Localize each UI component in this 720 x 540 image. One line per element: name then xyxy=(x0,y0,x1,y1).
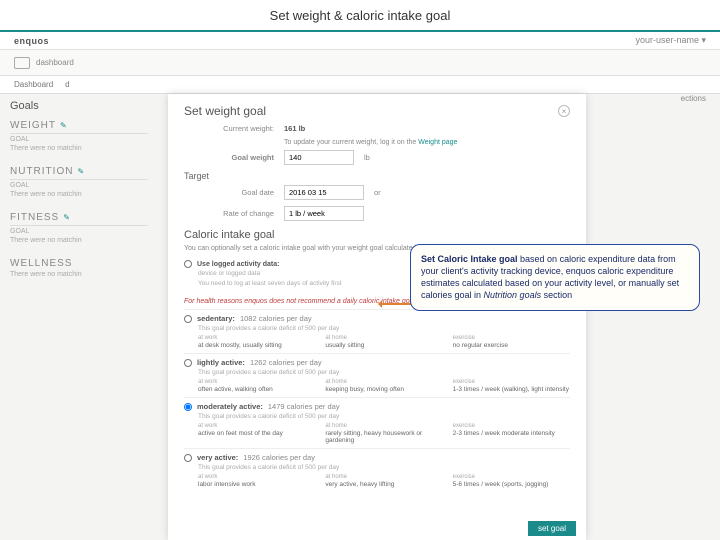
caloric-heading: Caloric intake goal xyxy=(184,229,570,241)
close-icon[interactable]: × xyxy=(558,105,570,117)
sidebar-item-fitness[interactable]: FITNESS✎ GOAL There were no matchin xyxy=(10,212,148,244)
option-moderately-active[interactable]: moderately active:1479 calories per day … xyxy=(184,397,570,448)
edit-icon[interactable]: ✎ xyxy=(60,121,68,130)
tab-other[interactable]: d xyxy=(65,80,69,89)
use-logged-radio[interactable] xyxy=(184,260,192,268)
set-weight-goal-modal: Set weight goal × Current weight: 161 lb… xyxy=(168,94,586,540)
right-link[interactable]: ections xyxy=(681,94,706,103)
current-weight-value: 161 lb xyxy=(284,124,305,133)
callout: Set Caloric Intake goal based on caloric… xyxy=(410,244,700,311)
tab-dashboard[interactable]: Dashboard xyxy=(14,80,53,89)
dashboard-label[interactable]: dashboard xyxy=(36,58,74,67)
sidebar: Goals WEIGHT✎ GOAL There were no matchin… xyxy=(0,94,158,540)
goal-date-label: Goal date xyxy=(184,188,274,197)
current-weight-label: Current weight: xyxy=(184,124,274,133)
sedentary-radio[interactable] xyxy=(184,315,192,323)
sidebar-item-nutrition[interactable]: NUTRITION✎ GOAL There were no matchin xyxy=(10,166,148,198)
option-sedentary[interactable]: sedentary:1082 calories per day This goa… xyxy=(184,309,570,353)
edit-icon[interactable]: ✎ xyxy=(63,213,71,222)
option-very-active[interactable]: very active:1926 calories per day This g… xyxy=(184,448,570,492)
dashboard-icon xyxy=(14,57,30,69)
goal-date-input[interactable] xyxy=(284,185,364,200)
target-heading: Target xyxy=(184,171,570,181)
page-title: Set weight & caloric intake goal xyxy=(270,8,451,23)
sidebar-heading: Goals xyxy=(10,100,148,112)
goal-weight-input[interactable] xyxy=(284,150,354,165)
user-menu[interactable]: your-user-name ▾ xyxy=(635,35,706,46)
option-lightly-active[interactable]: lightly active:1262 calories per day Thi… xyxy=(184,353,570,397)
dashboard-row: dashboard xyxy=(0,50,720,76)
lightly-active-radio[interactable] xyxy=(184,359,192,367)
sidebar-item-weight[interactable]: WEIGHT✎ GOAL There were no matchin xyxy=(10,120,148,152)
topbar: enquos your-user-name ▾ xyxy=(0,32,720,50)
very-active-radio[interactable] xyxy=(184,454,192,462)
goal-weight-label: Goal weight xyxy=(184,153,274,162)
brand-logo: enquos xyxy=(14,36,49,46)
set-goal-button[interactable]: set goal xyxy=(528,521,576,536)
page-title-bar: Set weight & caloric intake goal xyxy=(0,0,720,32)
moderately-active-radio[interactable] xyxy=(184,403,192,411)
sidebar-item-wellness[interactable]: WELLNESS There were no matchin xyxy=(10,258,148,278)
weight-page-link[interactable]: Weight page xyxy=(418,139,457,146)
modal-title: Set weight goal xyxy=(184,104,266,118)
edit-icon[interactable]: ✎ xyxy=(77,167,85,176)
rate-label: Rate of change xyxy=(184,209,274,218)
body: ections Goals WEIGHT✎ GOAL There were no… xyxy=(0,94,720,540)
tabs-row: Dashboard d xyxy=(0,76,720,94)
rate-input[interactable] xyxy=(284,206,364,221)
